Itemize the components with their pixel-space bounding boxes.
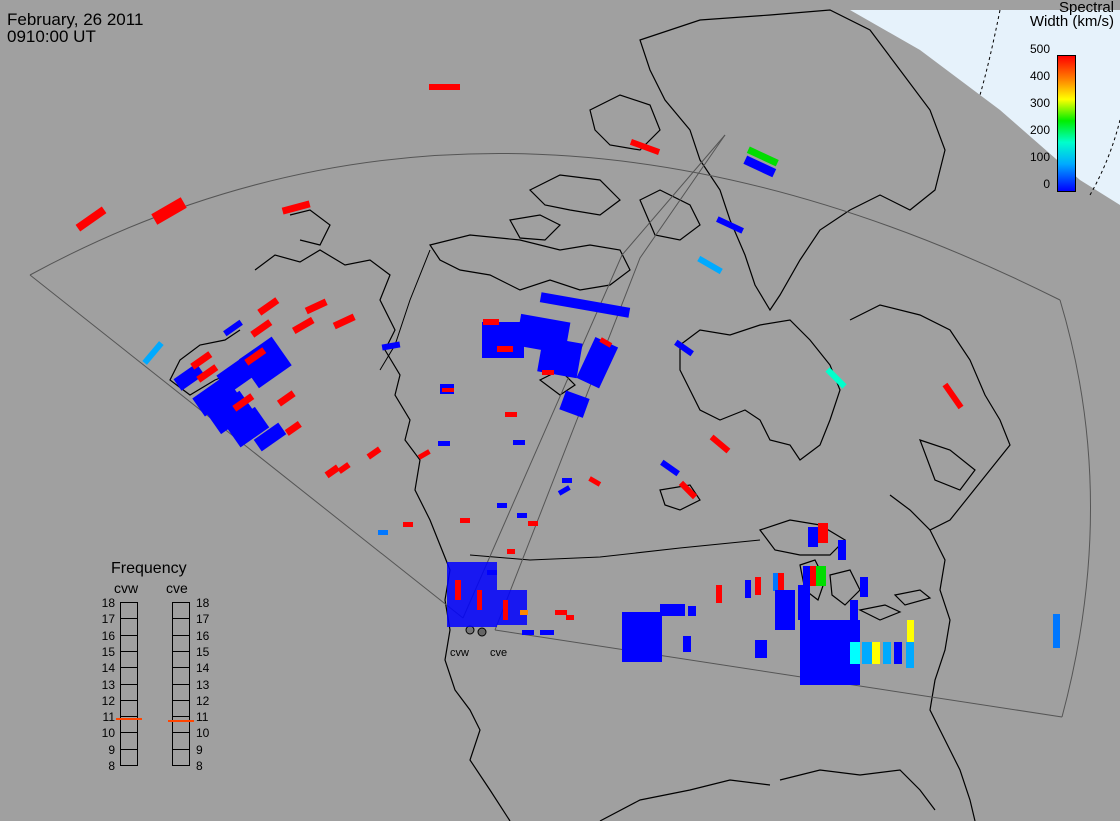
colorbar-title-line2: Width (km/s)	[1029, 13, 1114, 30]
frequency-title: Frequency	[111, 560, 187, 577]
frequency-marker-cvw	[116, 718, 142, 721]
borders	[379, 249, 761, 561]
frequency-gauge-divider	[172, 618, 190, 620]
frequency-tick-label: 16	[196, 628, 210, 643]
frequency-gauge-divider	[172, 650, 190, 652]
frequency-gauge-divider	[172, 765, 190, 766]
frequency-tick-label: 11	[196, 710, 209, 725]
colorbar-tick: 0	[1043, 177, 1050, 191]
frequency-gauge-divider	[120, 699, 138, 701]
frequency-tick-label: 10	[101, 726, 115, 741]
radar-site-cve	[477, 627, 487, 637]
colorbar	[1057, 55, 1076, 192]
date-label: February, 26 2011	[7, 10, 144, 29]
colorbar-tick: 100	[1029, 150, 1050, 164]
frequency-gauge-divider	[120, 683, 138, 685]
frequency-gauge-divider	[120, 618, 138, 620]
frequency-gauge-divider	[172, 699, 190, 701]
frequency-gauge-divider	[120, 716, 138, 718]
frequency-tick-label: 13	[101, 677, 115, 692]
frequency-tick-label: 15	[101, 644, 115, 659]
frequency-tick-label: 16	[101, 628, 115, 643]
frequency-gauge-divider	[172, 667, 190, 669]
frequency-gauge-divider	[172, 732, 190, 734]
frequency-gauge-divider	[120, 602, 138, 603]
radar-site-cvw	[465, 625, 475, 635]
frequency-tick-label: 18	[101, 596, 115, 610]
frequency-gauge-divider	[172, 634, 190, 636]
frequency-gauge-divider	[172, 748, 190, 750]
frequency-tick-label: 18	[196, 596, 210, 610]
colorbar-title-line1: Spectral	[1058, 0, 1114, 16]
frequency-tick-label: 12	[101, 693, 115, 708]
frequency-gauge-divider	[120, 765, 138, 766]
frequency-gauge-divider	[120, 748, 138, 750]
frequency-tick-label: 17	[196, 612, 210, 627]
daylight-region	[850, 10, 1120, 205]
frequency-tick-label: 15	[196, 644, 210, 659]
frequency-gauge-divider	[120, 667, 138, 669]
frequency-gauge-divider	[120, 650, 138, 652]
colorbar-tick: 200	[1029, 123, 1050, 137]
radar-label-cvw: cvw	[450, 647, 469, 659]
frequency-tick-label: 8	[108, 759, 115, 773]
terminator-line-2	[1089, 119, 1120, 196]
frequency-marker-cve	[168, 719, 194, 722]
frequency-gauge-divider	[172, 683, 190, 685]
radar-label-cve: cve	[490, 647, 508, 659]
frequency-tick-label: 8	[196, 759, 203, 773]
frequency-gauge-divider	[120, 634, 138, 636]
frequency-gauge-divider	[172, 716, 190, 718]
frequency-tick-label: 17	[101, 612, 115, 627]
frequency-tick-label: 14	[101, 661, 115, 676]
frequency-tick-label: 11	[102, 710, 115, 725]
frequency-tick-label: 9	[108, 742, 115, 757]
terminator-line	[979, 9, 1001, 96]
colorbar-tick: 500	[1029, 42, 1050, 56]
frequency-column-cvw: cvw	[114, 580, 139, 596]
frequency-column-cve: cve	[166, 580, 188, 596]
colorbar-tick: 400	[1029, 69, 1050, 83]
time-label: 0910:00 UT	[7, 27, 96, 46]
frequency-tick-label: 13	[196, 677, 210, 692]
frequency-tick-label: 14	[196, 661, 210, 676]
radar-echoes	[75, 84, 1060, 685]
frequency-gauge-divider	[172, 602, 190, 603]
frequency-tick-label: 9	[196, 742, 203, 757]
frequency-gauge-divider	[120, 732, 138, 734]
colorbar-tick: 300	[1029, 96, 1050, 110]
frequency-tick-label: 10	[196, 726, 210, 741]
frequency-tick-label: 12	[196, 693, 210, 708]
coastlines	[169, 9, 1011, 821]
